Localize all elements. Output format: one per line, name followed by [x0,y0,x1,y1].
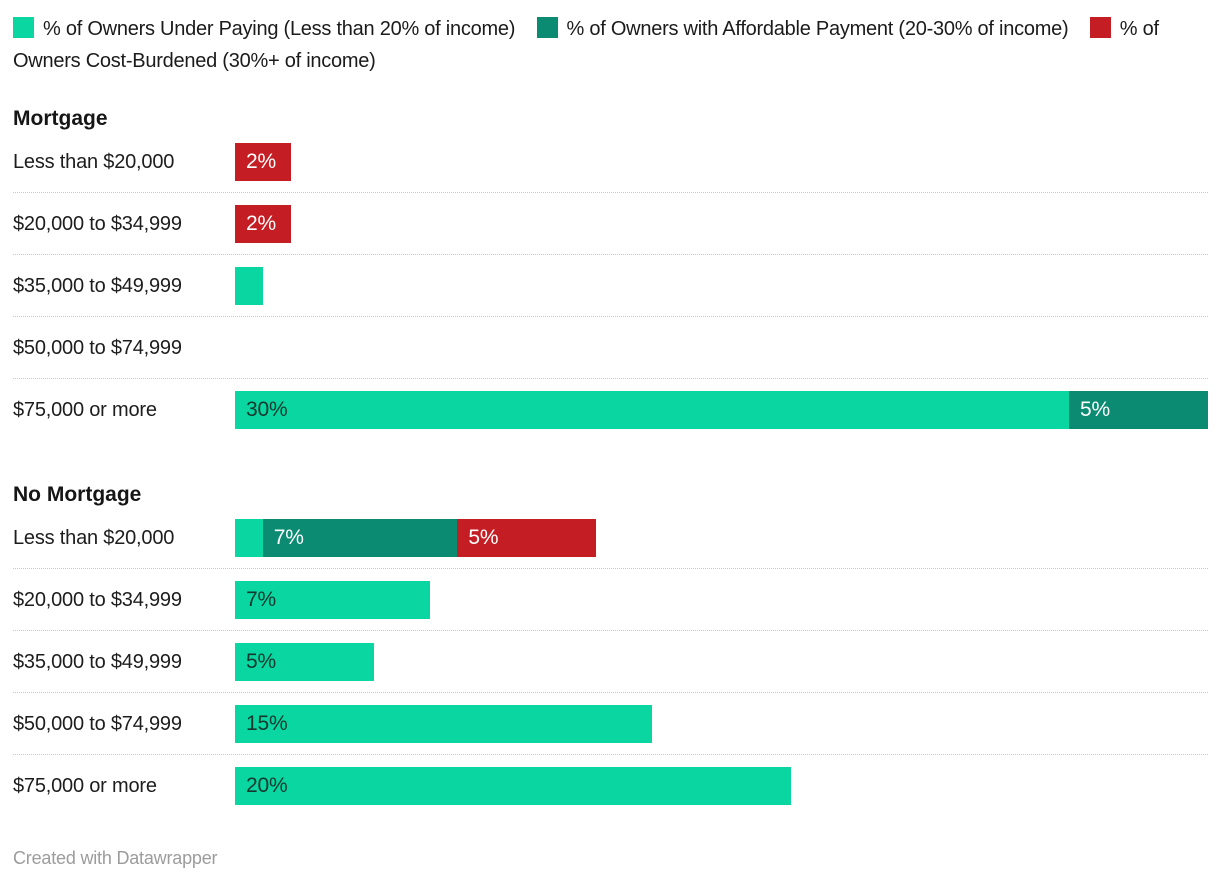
bar-segment-under-paying[interactable]: 20% [235,767,791,805]
bar-segment-cost-burdened[interactable]: 2% [235,143,291,181]
group-rows: Less than $20,000 7% 5% $20,000 to $34,999 7… [13,507,1208,817]
row-label: $35,000 to $49,999 [13,274,182,297]
row-label: $75,000 or more [13,774,157,797]
row-label: $50,000 to $74,999 [13,336,182,359]
row-label: $20,000 to $34,999 [13,212,182,235]
legend-swatch-under-paying [13,17,34,38]
legend-item-affordable: % of Owners with Affordable Payment (20-… [536,17,1069,40]
legend-item-label: % of Owners Under Paying (Less than 20% … [43,18,516,40]
row-label: $35,000 to $49,999 [13,650,182,673]
bar-track: 15% [235,705,1208,743]
bar-segment-cost-burdened[interactable]: 5% [457,519,597,557]
bar-segment-affordable[interactable]: 7% [262,519,458,557]
bar-segment-under-paying[interactable]: 7% [235,581,430,619]
bar-track: 30% 5% [235,391,1208,429]
legend: % of Owners Under Paying (Less than 20% … [13,13,1208,77]
table-row: $20,000 to $34,999 7% [13,569,1208,631]
bar-track: 7% 5% [235,519,1208,557]
table-row: Less than $20,000 7% 5% [13,507,1208,569]
group-title: No Mortgage [13,483,142,506]
bar-track: 2% [235,143,1208,181]
legend-item-label: % of Owners Cost-Burdened (30%+ of incom… [13,18,1159,72]
legend-item-under-paying: % of Owners Under Paying (Less than 20% … [13,17,516,40]
table-row: $35,000 to $49,999 [13,255,1208,317]
bar-track: 20% [235,767,1208,805]
group-title: Mortgage [13,107,108,130]
bar-track: 5% [235,643,1208,681]
row-label: Less than $20,000 [13,150,175,173]
row-label: $75,000 or more [13,398,157,421]
group-rows: Less than $20,000 2% $20,000 to $34,999 2% $… [13,131,1208,441]
row-label: $20,000 to $34,999 [13,588,182,611]
datawrapper-attribution-link[interactable]: Created with Datawrapper [13,848,218,868]
table-row: Less than $20,000 2% [13,131,1208,193]
bar-segment-under-paying[interactable] [235,519,263,557]
legend-swatch-cost-burdened [1089,17,1111,38]
bar-segment-under-paying[interactable] [235,267,263,305]
bar-segment-under-paying[interactable]: 15% [235,705,652,743]
bar-segment-under-paying[interactable]: 30% [235,391,1069,429]
row-label: Less than $20,000 [13,526,175,549]
legend-swatch-affordable [536,17,558,38]
legend-item-cost-burdened: % of Owners Cost-Burdened (30%+ of incom… [13,17,1159,72]
footer: Created with Datawrapper [13,848,1208,869]
table-row: $35,000 to $49,999 5% [13,631,1208,693]
row-label: $50,000 to $74,999 [13,712,182,735]
bar-segment-affordable[interactable]: 5% [1069,391,1208,429]
bar-track: 2% [235,205,1208,243]
bar-track [235,267,1208,305]
bar-track: 7% [235,581,1208,619]
chart-body: Mortgage Less than $20,000 2% $20,000 to $3… [13,106,1208,817]
bar-track [235,329,1208,367]
table-row: $50,000 to $74,999 [13,317,1208,379]
table-row: $75,000 or more 30% 5% [13,379,1208,441]
bar-segment-under-paying[interactable]: 5% [235,643,374,681]
bar-segment-cost-burdened[interactable]: 2% [235,205,291,243]
table-row: $50,000 to $74,999 15% [13,693,1208,755]
legend-item-label: % of Owners with Affordable Payment (20-… [566,18,1069,40]
table-row: $75,000 or more 20% [13,755,1208,817]
table-row: $20,000 to $34,999 2% [13,193,1208,255]
